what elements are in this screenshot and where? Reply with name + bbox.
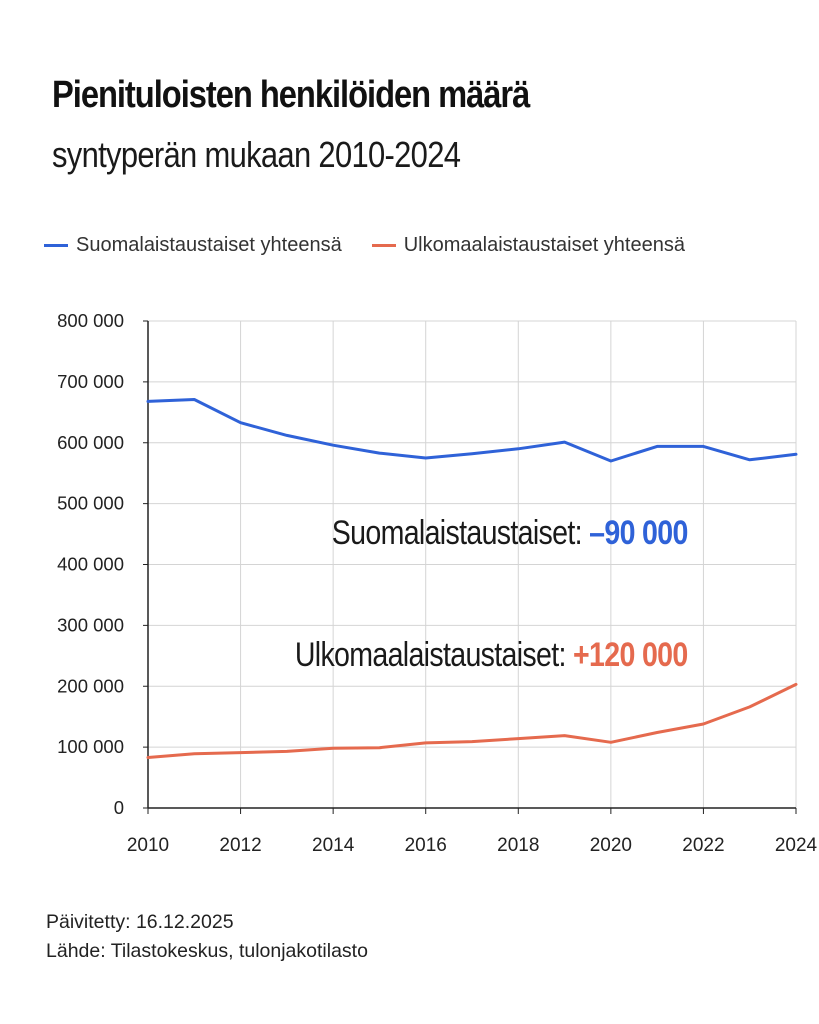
- x-tick-label: 2010: [127, 835, 169, 856]
- x-tick-label: 2024: [775, 835, 818, 856]
- series-line-finnish: [146, 398, 798, 463]
- annotation-foreign: Ulkomaalaistaustaiset: +120 000: [295, 636, 688, 675]
- y-tick-label: 500 000: [57, 493, 124, 514]
- y-tick-label: 0: [114, 797, 124, 818]
- y-tick-label: 400 000: [57, 554, 124, 575]
- legend-item-finnish: Suomalaistaustaiset yhteensä: [44, 234, 342, 257]
- annotation-finnish: Suomalaistaustaiset: –90 000: [332, 514, 689, 553]
- source-note: Lähde: Tilastokeskus, tulonjakotilasto: [46, 940, 368, 962]
- y-tick-label: 700 000: [57, 371, 124, 392]
- x-tick-label: 2022: [682, 835, 724, 856]
- x-tick-label: 2012: [219, 835, 261, 856]
- legend-swatch-foreign: [371, 244, 396, 247]
- legend-label-finnish: Suomalaistaustaiset yhteensä: [76, 234, 342, 256]
- y-tick-label: 300 000: [57, 614, 124, 635]
- legend-label-foreign: Ulkomaalaistaustaiset yhteensä: [403, 234, 685, 256]
- y-tick-label: 200 000: [57, 675, 124, 696]
- annotation-foreign-label: Ulkomaalaistaustaiset:: [295, 636, 567, 674]
- annotation-finnish-value: –90 000: [589, 514, 688, 552]
- chart-title: Pienituloisten henkilöiden määrä: [52, 74, 530, 116]
- x-tick-label: 2020: [590, 835, 632, 856]
- legend-item-foreign: Ulkomaalaistaustaiset yhteensä: [371, 234, 685, 257]
- x-tick-label: 2014: [312, 835, 355, 856]
- annotation-finnish-label: Suomalaistaustaiset:: [332, 514, 583, 552]
- series-line-foreign: [146, 682, 798, 759]
- legend: Suomalaistaustaiset yhteensä Ulkomaalais…: [44, 234, 715, 257]
- updated-date: Päivitetty: 16.12.2025: [46, 911, 234, 933]
- y-tick-label: 600 000: [57, 432, 124, 453]
- x-tick-label: 2016: [405, 835, 447, 856]
- y-tick-label: 800 000: [57, 310, 124, 331]
- x-tick-label: 2018: [497, 835, 539, 856]
- chart-subtitle: syntyperän mukaan 2010-2024: [52, 134, 461, 175]
- footer: Päivitetty: 16.12.2025 Lähde: Tilastokes…: [46, 908, 368, 966]
- annotation-foreign-value: +120 000: [573, 636, 688, 674]
- y-tick-label: 100 000: [57, 736, 124, 757]
- legend-swatch-finnish: [44, 244, 68, 247]
